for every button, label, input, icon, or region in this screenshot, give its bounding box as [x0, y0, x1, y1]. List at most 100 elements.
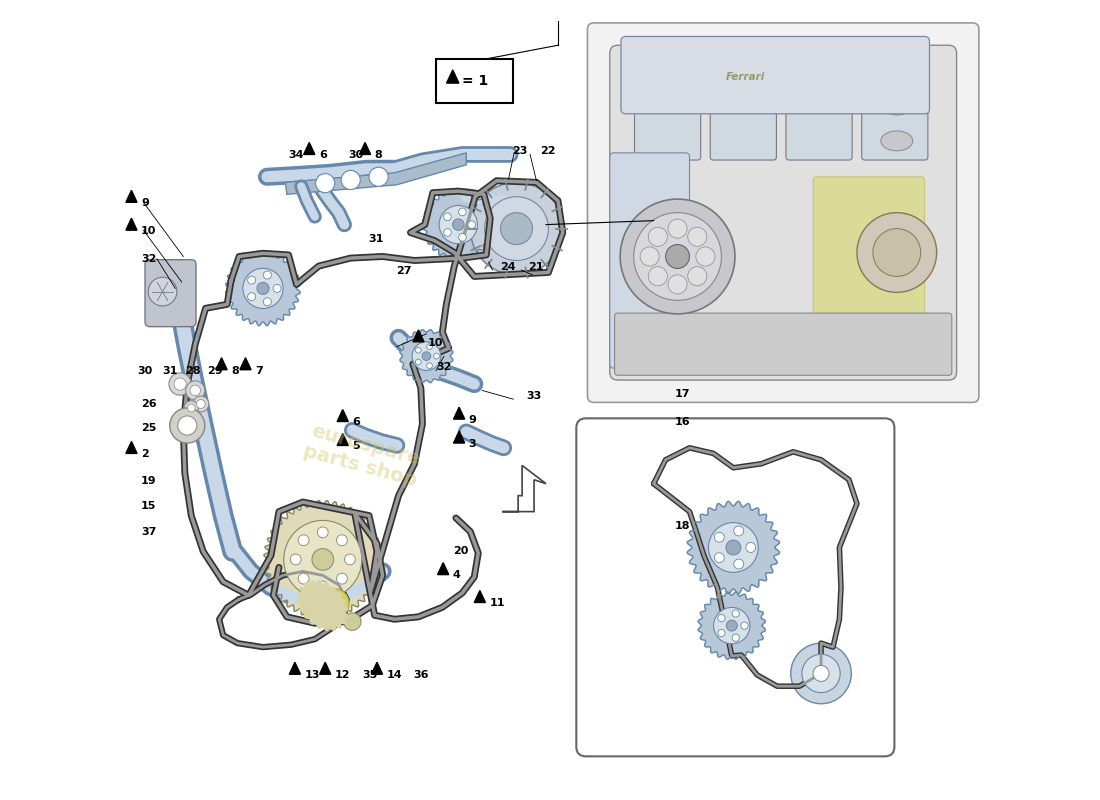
- Circle shape: [368, 167, 388, 186]
- FancyBboxPatch shape: [145, 260, 196, 326]
- Polygon shape: [125, 442, 138, 454]
- Polygon shape: [289, 662, 300, 674]
- Polygon shape: [372, 662, 383, 674]
- Text: 19: 19: [141, 475, 156, 486]
- Circle shape: [337, 535, 348, 546]
- Circle shape: [318, 527, 328, 538]
- Text: 27: 27: [396, 266, 411, 276]
- Circle shape: [741, 622, 748, 630]
- Text: 17: 17: [675, 390, 691, 399]
- Text: 7: 7: [255, 366, 263, 375]
- Circle shape: [187, 404, 195, 412]
- Polygon shape: [285, 153, 466, 194]
- Circle shape: [248, 276, 255, 284]
- Text: 31: 31: [163, 366, 178, 375]
- Text: 8: 8: [231, 366, 239, 375]
- Text: 9: 9: [469, 415, 476, 425]
- Circle shape: [344, 554, 355, 565]
- Text: 10: 10: [428, 338, 443, 347]
- Polygon shape: [320, 662, 331, 674]
- Circle shape: [688, 227, 707, 246]
- Text: 21: 21: [528, 262, 543, 272]
- Polygon shape: [474, 590, 485, 602]
- Circle shape: [439, 206, 477, 244]
- FancyBboxPatch shape: [615, 313, 952, 375]
- FancyBboxPatch shape: [867, 47, 923, 95]
- FancyBboxPatch shape: [587, 23, 979, 402]
- Text: 30: 30: [349, 150, 364, 160]
- Polygon shape: [453, 407, 464, 419]
- Text: 9: 9: [141, 198, 149, 208]
- Circle shape: [197, 400, 206, 408]
- Text: 3: 3: [469, 439, 476, 449]
- Circle shape: [263, 271, 272, 279]
- Circle shape: [873, 229, 921, 277]
- Circle shape: [337, 573, 348, 584]
- Text: 32: 32: [141, 254, 156, 264]
- Polygon shape: [226, 251, 300, 326]
- Polygon shape: [125, 218, 138, 230]
- Circle shape: [791, 643, 851, 704]
- Polygon shape: [438, 562, 449, 574]
- Circle shape: [634, 213, 722, 300]
- Ellipse shape: [881, 95, 913, 115]
- FancyBboxPatch shape: [813, 177, 925, 360]
- Circle shape: [459, 208, 466, 216]
- Circle shape: [298, 573, 309, 584]
- Polygon shape: [447, 70, 459, 83]
- Text: 22: 22: [540, 146, 556, 156]
- Text: Ferrari: Ferrari: [726, 72, 764, 82]
- FancyBboxPatch shape: [635, 58, 701, 160]
- Text: eurospare
parts shop: eurospare parts shop: [300, 421, 425, 490]
- Circle shape: [471, 182, 563, 275]
- Circle shape: [298, 535, 309, 546]
- Polygon shape: [688, 502, 780, 594]
- Circle shape: [443, 229, 451, 236]
- Circle shape: [857, 213, 937, 292]
- Text: 10: 10: [141, 226, 156, 236]
- FancyBboxPatch shape: [786, 58, 852, 160]
- FancyBboxPatch shape: [711, 58, 777, 160]
- Text: 14: 14: [386, 670, 403, 680]
- Circle shape: [668, 275, 688, 294]
- Text: 16: 16: [675, 418, 691, 427]
- Text: 32: 32: [436, 362, 451, 371]
- FancyBboxPatch shape: [791, 47, 847, 95]
- Circle shape: [640, 247, 659, 266]
- Polygon shape: [216, 358, 227, 370]
- Circle shape: [341, 170, 361, 190]
- Circle shape: [169, 408, 205, 443]
- Circle shape: [714, 553, 724, 562]
- Circle shape: [648, 266, 668, 286]
- Text: 8: 8: [375, 150, 383, 160]
- Circle shape: [248, 293, 255, 301]
- Polygon shape: [698, 592, 766, 659]
- Circle shape: [452, 219, 464, 230]
- Circle shape: [746, 542, 756, 553]
- Ellipse shape: [881, 59, 913, 79]
- Circle shape: [726, 620, 737, 631]
- Circle shape: [186, 381, 205, 400]
- Polygon shape: [125, 190, 138, 202]
- Polygon shape: [360, 142, 371, 154]
- Circle shape: [312, 549, 333, 570]
- Circle shape: [459, 234, 466, 241]
- Circle shape: [320, 589, 349, 618]
- Text: 30: 30: [138, 366, 152, 375]
- Circle shape: [178, 416, 197, 435]
- Circle shape: [714, 607, 750, 644]
- Circle shape: [485, 197, 549, 261]
- Text: 24: 24: [499, 262, 516, 272]
- FancyBboxPatch shape: [639, 47, 696, 95]
- Circle shape: [666, 245, 690, 269]
- Circle shape: [169, 373, 191, 395]
- Text: 35: 35: [362, 670, 377, 680]
- FancyBboxPatch shape: [576, 418, 894, 756]
- Polygon shape: [304, 142, 315, 154]
- Circle shape: [148, 278, 177, 306]
- Circle shape: [427, 344, 432, 350]
- Polygon shape: [240, 358, 251, 370]
- Text: 15: 15: [141, 501, 156, 511]
- Circle shape: [290, 554, 301, 565]
- Circle shape: [412, 342, 441, 370]
